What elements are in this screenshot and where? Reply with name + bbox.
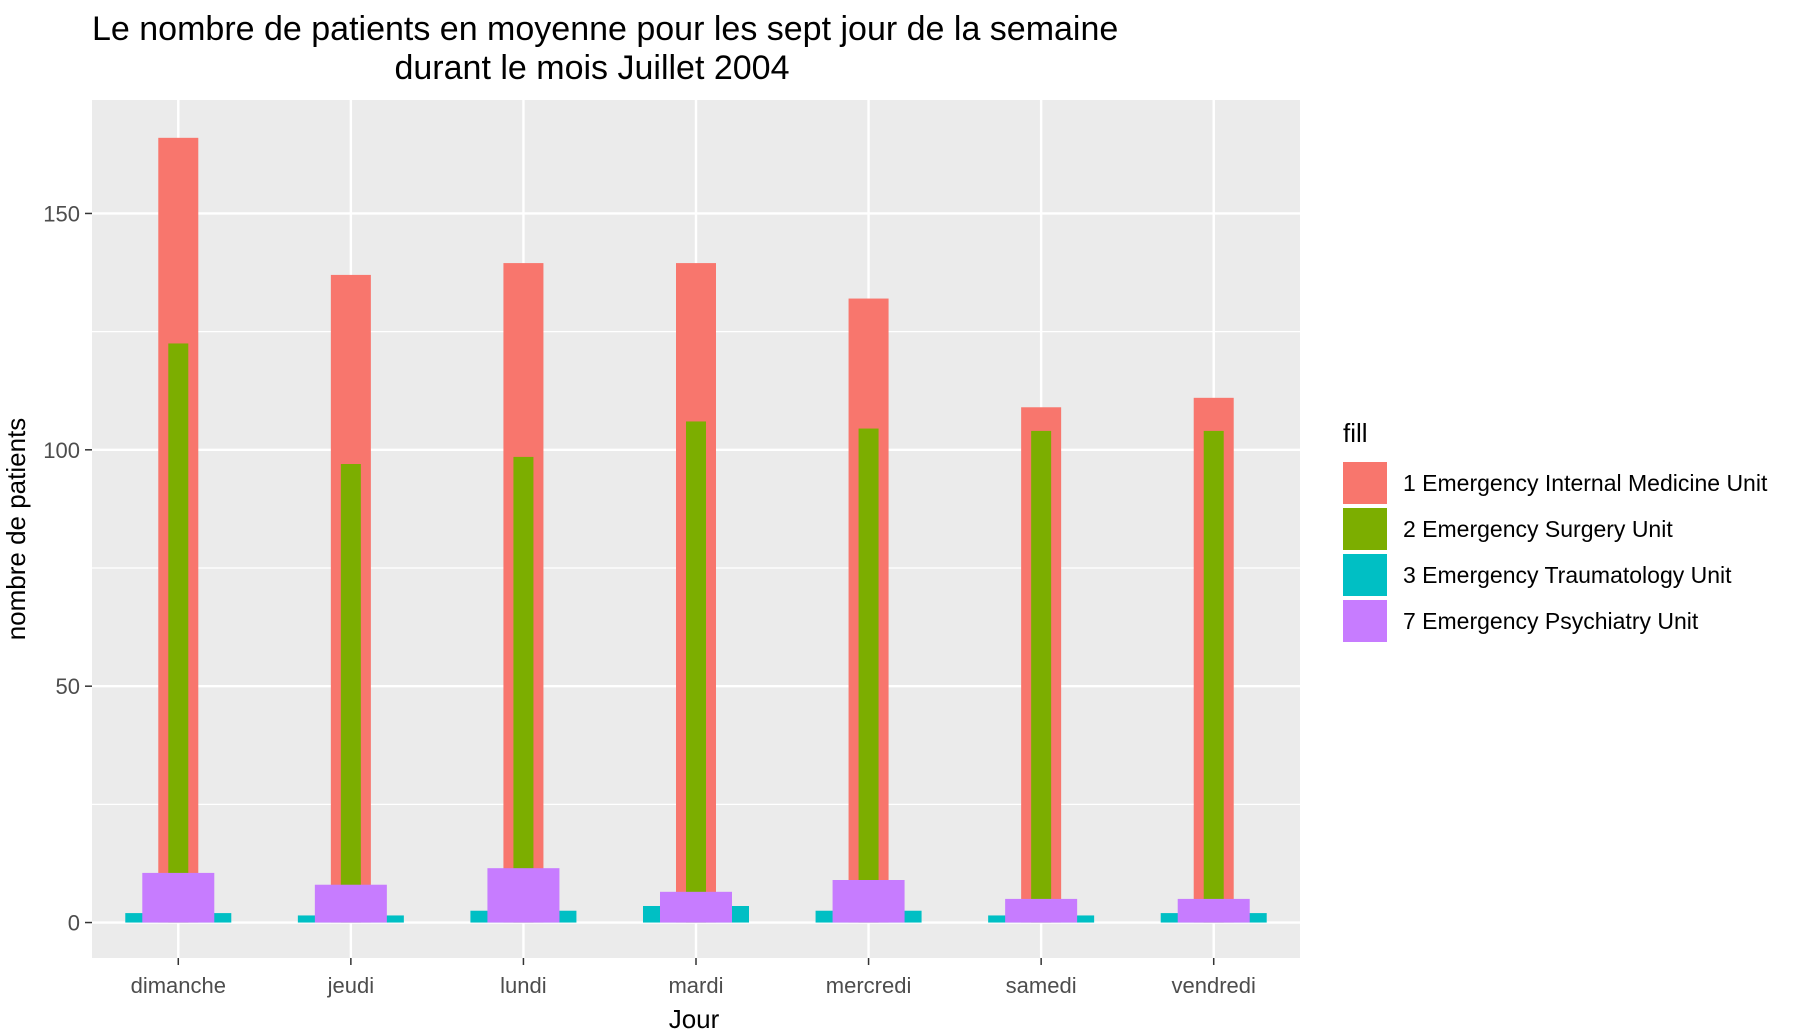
legend-label-2: 2 Emergency Surgery Unit <box>1403 516 1673 542</box>
y-axis-title: nombre de patients <box>1 418 31 641</box>
legend-key-3 <box>1343 554 1387 596</box>
y-tick-label: 50 <box>56 674 80 699</box>
chart-title-line-1: Le nombre de patients en moyenne pour le… <box>92 10 1118 48</box>
x-axis-title: Jour <box>669 1004 720 1032</box>
y-tick-label: 150 <box>43 201 80 226</box>
bar-4-lundi <box>487 868 560 923</box>
bar-4-jeudi <box>314 884 387 923</box>
legend-label-4: 7 Emergency Psychiatry Unit <box>1403 608 1699 634</box>
legend-key-2 <box>1343 508 1387 550</box>
y-tick-label: 100 <box>43 438 80 463</box>
legend-label-3: 3 Emergency Traumatology Unit <box>1403 562 1732 588</box>
bar-4-mardi <box>660 891 732 923</box>
y-tick-label: 0 <box>68 911 80 936</box>
x-tick-label-lundi: lundi <box>500 973 546 998</box>
legend-key-1 <box>1343 462 1387 504</box>
chart-title-line-2: durant le mois Juillet 2004 <box>394 49 789 87</box>
x-tick-label-jeudi: jeudi <box>327 973 374 998</box>
bars-group <box>125 137 1267 923</box>
x-axis: dimanche jeudi lundi mardi mercredi samedi ven… <box>131 958 1256 998</box>
bar-2-mardi <box>686 421 706 923</box>
bar-2-jeudi <box>340 464 361 923</box>
bar-2-lundi <box>513 456 534 923</box>
y-axis: 0 50 100 150 <box>43 201 92 936</box>
bar-4-mercredi <box>832 880 905 923</box>
x-tick-label-vendredi: vendredi <box>1172 973 1256 998</box>
x-tick-label-mardi: mardi <box>668 973 723 998</box>
x-tick-label-mercredi: mercredi <box>826 973 912 998</box>
legend-title: fill <box>1343 418 1368 448</box>
bar-2-vendredi <box>1203 430 1224 923</box>
bar-2-dimanche <box>168 343 189 923</box>
bar-4-vendredi <box>1177 898 1250 923</box>
bar-2-samedi <box>1031 430 1052 923</box>
bar-2-mercredi <box>858 428 879 923</box>
legend: 1 Emergency Internal Medicine Unit 2 Emer… <box>1343 462 1768 642</box>
x-tick-label-samedi: samedi <box>1006 973 1077 998</box>
legend-label-1: 1 Emergency Internal Medicine Unit <box>1403 470 1768 496</box>
legend-key-4 <box>1343 600 1387 642</box>
bar-4-samedi <box>1005 898 1078 923</box>
bar-4-dimanche <box>142 872 215 923</box>
x-tick-label-dimanche: dimanche <box>131 973 226 998</box>
